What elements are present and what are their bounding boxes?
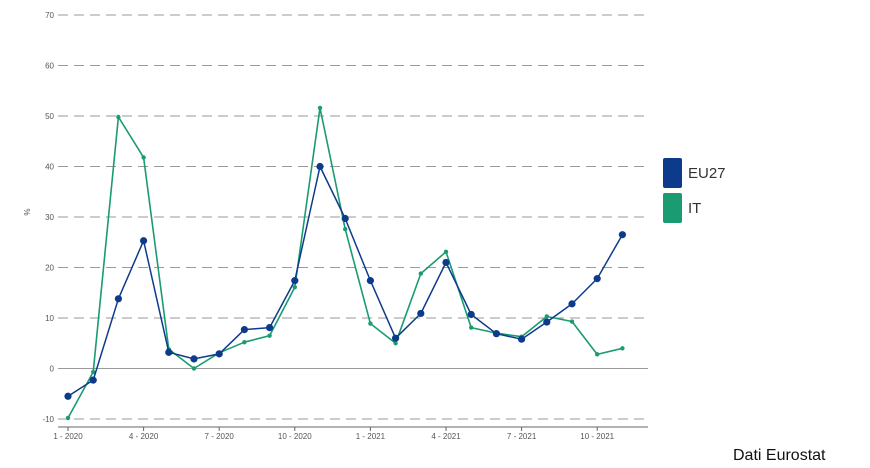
data-point-eu27 (442, 258, 450, 267)
data-point-eu27 (190, 355, 198, 363)
data-point-eu27 (215, 350, 223, 358)
data-point-it (544, 314, 549, 319)
legend-item-it[interactable]: IT (663, 192, 726, 224)
data-point-eu27 (291, 277, 299, 285)
legend-label-it: IT (688, 199, 702, 217)
data-point-it (418, 271, 423, 276)
data-point-eu27 (341, 214, 349, 223)
x-tick-label: 10 - 2020 (278, 432, 312, 441)
source-note: Dati Eurostat (733, 447, 826, 464)
data-point-eu27 (240, 326, 248, 334)
y-tick-label: 20 (45, 264, 54, 273)
x-tick-label: 10 - 2021 (580, 432, 614, 441)
data-point-eu27 (165, 348, 173, 356)
data-point-eu27 (316, 162, 324, 171)
x-tick-label: 7 - 2021 (507, 432, 537, 441)
legend-swatch-eu27 (663, 158, 682, 188)
series-line-it (67, 107, 623, 419)
data-point-eu27 (467, 310, 475, 319)
data-point-it (292, 284, 297, 290)
x-tick-label: 4 - 2021 (431, 432, 461, 441)
y-tick-label: 0 (50, 365, 55, 374)
data-point-it (343, 226, 348, 232)
data-point-eu27 (593, 275, 601, 283)
data-point-eu27 (140, 237, 148, 245)
data-point-it (141, 155, 146, 160)
data-point-eu27 (492, 330, 500, 338)
data-point-it (267, 333, 272, 338)
x-tick-label: 4 - 2020 (129, 432, 159, 441)
data-point-it (595, 352, 600, 357)
data-point-eu27 (392, 334, 400, 342)
data-point-it (65, 415, 71, 421)
data-point-eu27 (618, 231, 627, 239)
y-axis-title: % (23, 208, 32, 215)
y-tick-label: 60 (45, 62, 54, 71)
chart-legend: EU27 IT (663, 157, 726, 227)
y-tick-label: 10 (45, 314, 54, 323)
data-point-eu27 (89, 376, 97, 384)
series-line-eu27 (67, 165, 624, 397)
y-tick-label: -10 (42, 415, 54, 424)
legend-swatch-it (663, 193, 682, 223)
data-point-it (91, 369, 96, 375)
x-tick-label: 1 - 2021 (356, 432, 386, 441)
data-point-eu27 (366, 277, 374, 285)
data-point-eu27 (518, 335, 526, 343)
y-tick-label: 50 (45, 112, 54, 121)
data-point-eu27 (543, 318, 551, 326)
data-point-eu27 (266, 323, 274, 332)
data-point-it (620, 346, 625, 351)
x-tick-label: 1 - 2020 (53, 432, 83, 441)
y-tick-label: 70 (45, 11, 54, 20)
data-point-it (393, 341, 398, 346)
data-point-it (368, 321, 373, 326)
data-point-it (569, 319, 575, 324)
data-point-it (317, 105, 323, 111)
data-point-it (443, 249, 449, 255)
data-point-eu27 (568, 300, 576, 308)
y-tick-label: 40 (45, 163, 54, 172)
legend-label-eu27: EU27 (688, 164, 726, 182)
data-point-it (242, 340, 247, 345)
data-point-it (116, 114, 121, 120)
y-tick-label: 30 (45, 213, 54, 222)
data-point-eu27 (114, 295, 122, 303)
legend-item-eu27[interactable]: EU27 (663, 157, 726, 189)
data-point-eu27 (64, 392, 72, 400)
data-point-it (469, 325, 474, 330)
data-point-eu27 (417, 309, 425, 318)
data-point-it (191, 366, 197, 371)
x-tick-label: 7 - 2020 (205, 432, 235, 441)
